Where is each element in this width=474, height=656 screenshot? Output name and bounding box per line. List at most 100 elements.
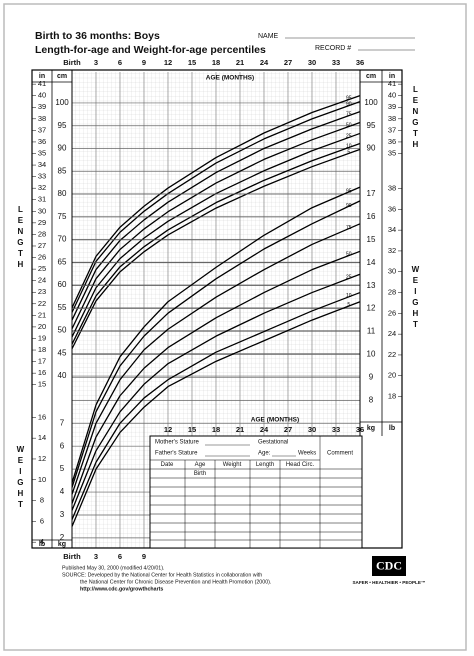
record-label: RECORD # xyxy=(315,45,351,52)
y2-tick-label: 38 xyxy=(38,114,46,123)
y2-tick-label: 35 xyxy=(38,148,46,157)
percentile-label: 5 xyxy=(347,149,350,155)
y2-tick-label: 8 xyxy=(40,496,44,505)
x-tick-label: 18 xyxy=(212,58,220,67)
y2-tick-label: 26 xyxy=(38,253,46,262)
percentile-curve xyxy=(71,223,361,495)
y-tick-label: 4 xyxy=(60,487,65,496)
y2-tick-label: 16 xyxy=(38,412,46,421)
y-tick-label: 9 xyxy=(369,373,374,382)
side-label: WEIGHT xyxy=(411,265,420,331)
percentile-curve xyxy=(71,142,361,345)
x-tick-label: 30 xyxy=(308,58,316,67)
y-tick-label: 50 xyxy=(58,326,67,335)
y2-tick-label: 36 xyxy=(38,137,46,146)
form-label: Father's Stature xyxy=(155,451,198,457)
percentile-curve xyxy=(71,273,361,511)
y-tick-label: 55 xyxy=(58,303,67,312)
x-tick-label: Birth xyxy=(63,58,81,67)
y-tick-label: 14 xyxy=(367,258,376,267)
y2-tick-label: 19 xyxy=(38,333,46,342)
x-tick-label: 33 xyxy=(332,58,340,67)
y-tick-label: 8 xyxy=(369,395,374,404)
column-header: Head Circ. xyxy=(286,462,315,468)
y-tick-label: 10 xyxy=(367,350,376,359)
form-label: Weeks xyxy=(298,451,316,457)
y2-tick-label: 41 xyxy=(38,79,46,88)
percentile-curve xyxy=(71,301,361,527)
y-unit: cm xyxy=(366,73,376,80)
x-tick-label: 9 xyxy=(142,552,146,561)
y2-unit: in xyxy=(389,73,395,80)
column-header: Age xyxy=(195,462,206,468)
y2-tick-label: 20 xyxy=(388,371,396,380)
y-tick-label: 100 xyxy=(364,98,378,107)
y2-tick-label: 38 xyxy=(388,114,396,123)
y2-tick-label: 38 xyxy=(388,184,396,193)
y-tick-label: 90 xyxy=(367,144,376,153)
percentile-curve xyxy=(71,200,361,488)
y-tick-label: 11 xyxy=(367,327,376,336)
percentile-label: 90 xyxy=(346,203,352,209)
y2-tick-label: 29 xyxy=(38,218,46,227)
y2-tick-label: 36 xyxy=(388,204,396,213)
title: Birth to 36 months: Boys xyxy=(35,30,160,42)
y-tick-label: 70 xyxy=(58,235,67,244)
footer-text: SOURCE: Developed by the National Center… xyxy=(62,572,262,578)
y2-tick-label: 12 xyxy=(38,454,46,463)
y2-tick-label: 26 xyxy=(388,308,396,317)
y-tick-label: 6 xyxy=(60,441,65,450)
percentile-curve xyxy=(71,121,361,330)
form-label: Comment xyxy=(327,451,353,457)
x-tick-label: 15 xyxy=(188,58,196,67)
x-tick-label: 27 xyxy=(284,58,292,67)
x-axis-label: AGE (MONTHS) xyxy=(206,75,254,82)
y-unit: kg xyxy=(367,425,375,432)
y-tick-label: 100 xyxy=(55,98,69,107)
y-tick-label: 15 xyxy=(367,235,376,244)
x-tick-label: 21 xyxy=(236,58,244,67)
y2-tick-label: 28 xyxy=(388,288,396,297)
percentile-curve xyxy=(71,95,361,309)
y-tick-label: 12 xyxy=(367,304,376,313)
y2-tick-label: 20 xyxy=(38,322,46,331)
percentile-curve xyxy=(71,100,361,313)
y2-unit: in xyxy=(39,73,45,80)
y2-tick-label: 15 xyxy=(38,380,46,389)
subtitle: Length-for-age and Weight-for-age percen… xyxy=(35,44,266,56)
y-tick-label: 2 xyxy=(60,533,65,542)
y-tick-label: 75 xyxy=(58,212,67,221)
y2-tick-label: 18 xyxy=(388,392,396,401)
y2-tick-label: 22 xyxy=(388,350,396,359)
y2-tick-label: 35 xyxy=(388,148,396,157)
x-tick-label: 6 xyxy=(118,552,122,561)
y2-tick-label: 28 xyxy=(38,229,46,238)
y2-tick-label: 6 xyxy=(40,516,44,525)
form-label: Age: xyxy=(258,451,271,457)
y-tick-label: 90 xyxy=(58,144,67,153)
birth-row: Birth xyxy=(194,471,206,477)
column-header: Date xyxy=(161,462,174,468)
percentile-label: 10 xyxy=(346,293,352,299)
y2-tick-label: 24 xyxy=(38,276,46,285)
percentile-label: 95 xyxy=(346,96,352,102)
y-unit: cm xyxy=(57,73,67,80)
side-label: LENGTH xyxy=(16,205,25,271)
y-tick-label: 5 xyxy=(60,464,65,473)
x-tick-label: 24 xyxy=(260,58,269,67)
form: Mother's Stature Gestational Father's St… xyxy=(149,435,363,549)
y2-tick-label: 14 xyxy=(38,433,46,442)
y2-tick-label: 40 xyxy=(38,91,46,100)
y2-tick-label: 39 xyxy=(38,102,46,111)
y2-tick-label: 40 xyxy=(388,91,396,100)
cdc-logo-text: CDC xyxy=(376,558,402,572)
side-label: WEIGHT xyxy=(16,445,25,511)
name-label: NAME xyxy=(258,33,279,40)
y2-tick-label: 30 xyxy=(38,206,46,215)
y-tick-label: 95 xyxy=(58,121,67,130)
y2-tick-label: 16 xyxy=(38,368,46,377)
y2-tick-label: 30 xyxy=(388,267,396,276)
y-tick-label: 95 xyxy=(367,121,376,130)
x-tick-label: 3 xyxy=(94,552,98,561)
y2-unit: lb xyxy=(39,541,45,548)
